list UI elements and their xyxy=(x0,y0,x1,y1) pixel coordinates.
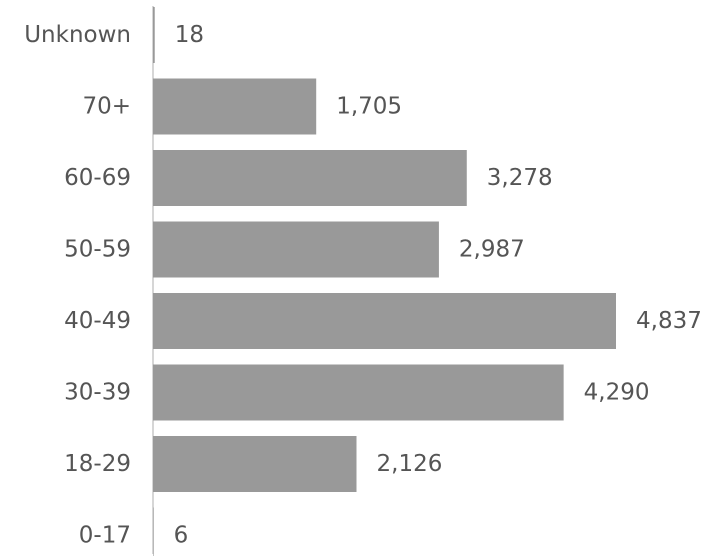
bar xyxy=(153,78,317,135)
category-label: 18-29 xyxy=(64,451,131,477)
value-label: 18 xyxy=(175,22,204,48)
bar xyxy=(153,221,439,278)
category-labels: Unknown 70+ 60-69 50-59 40-49 30-39 18-29 0-17 xyxy=(24,22,131,549)
value-label: 6 xyxy=(174,523,189,549)
category-label: 0-17 xyxy=(79,523,131,549)
category-label: 40-49 xyxy=(64,308,131,334)
value-label: 3,278 xyxy=(487,165,553,191)
bar xyxy=(153,293,616,349)
bar xyxy=(153,150,467,206)
value-label: 4,837 xyxy=(636,308,702,334)
category-label: 30-39 xyxy=(64,380,131,406)
value-label: 2,126 xyxy=(377,451,443,477)
value-label: 4,290 xyxy=(584,380,650,406)
category-label: 50-59 xyxy=(64,237,131,263)
bar xyxy=(153,7,155,63)
bar xyxy=(153,436,357,492)
category-label: 60-69 xyxy=(64,165,131,191)
value-label: 1,705 xyxy=(336,94,402,120)
bars xyxy=(153,7,616,556)
value-label: 2,987 xyxy=(459,237,525,263)
category-label: 70+ xyxy=(82,94,131,120)
bar xyxy=(153,507,154,556)
bar xyxy=(153,364,564,421)
category-label: Unknown xyxy=(24,22,131,48)
value-labels: 18 1,705 3,278 2,987 4,837 4,290 2,126 6 xyxy=(174,22,702,549)
